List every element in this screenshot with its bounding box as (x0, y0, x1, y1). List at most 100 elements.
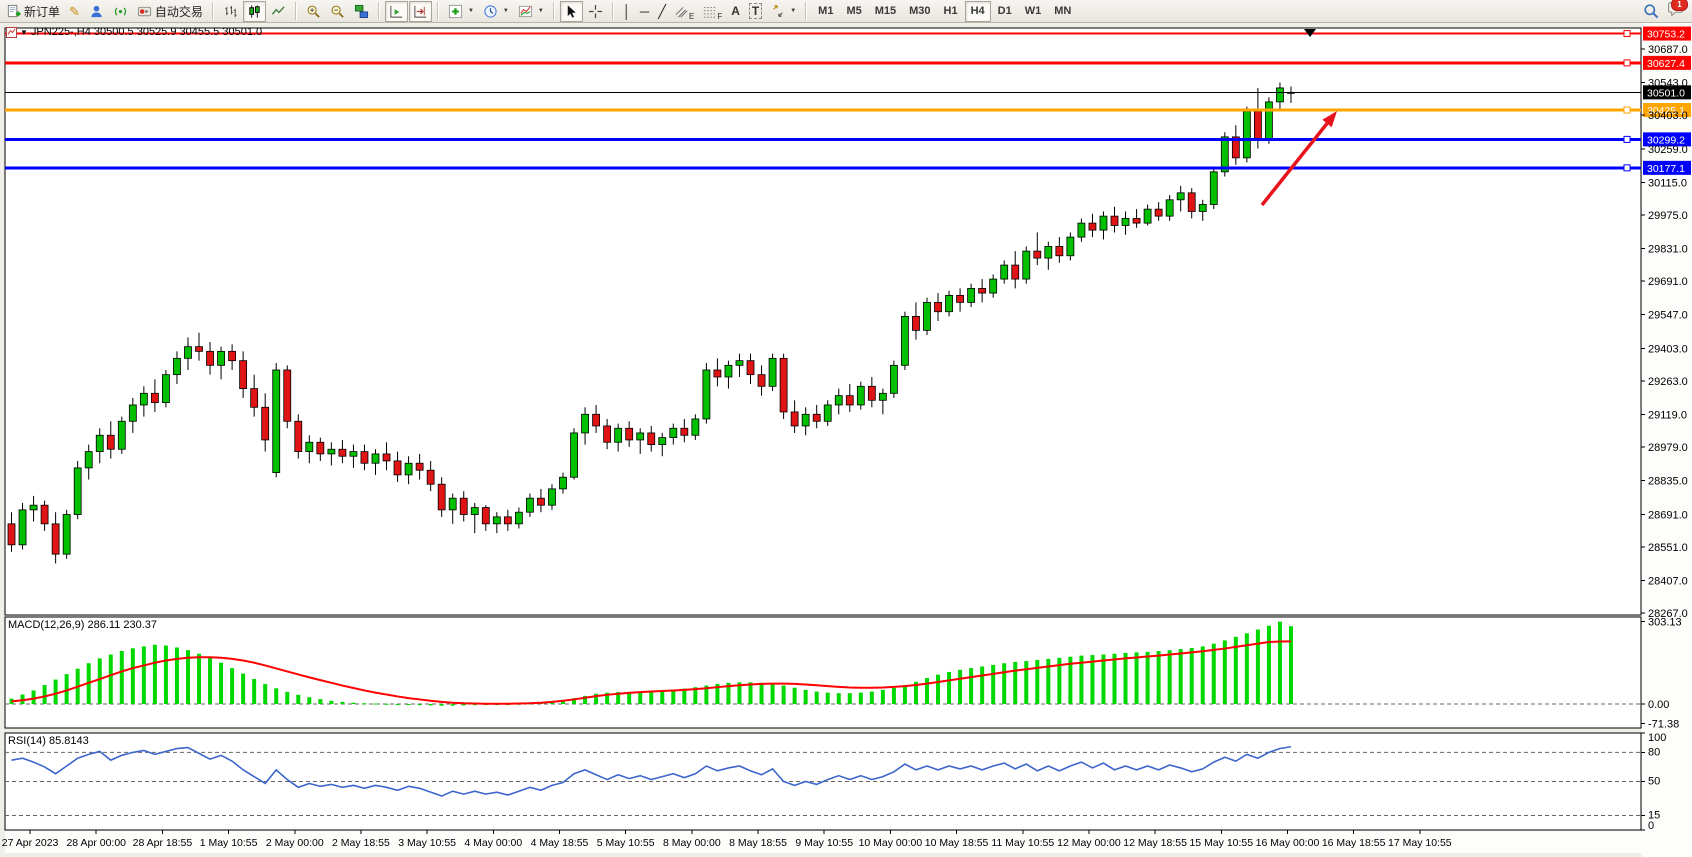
tab-timeframe-mn[interactable]: MN (1048, 1, 1077, 22)
candlestick (404, 462, 413, 476)
macd-histogram-bar (340, 701, 345, 705)
indicators-button[interactable]: ▼ (444, 1, 478, 22)
chart-shift-button[interactable] (408, 0, 432, 22)
line-handle[interactable] (1623, 30, 1631, 38)
auto-scroll-button[interactable] (384, 0, 408, 22)
macd-histogram-bar (373, 703, 378, 705)
search-button[interactable] (1639, 1, 1663, 22)
tab-timeframe-w1[interactable]: W1 (1019, 1, 1048, 22)
community-chat[interactable]: 1 (1667, 0, 1688, 22)
text-label-button[interactable]: T (745, 1, 766, 22)
macd-histogram-bar (572, 698, 577, 705)
candlestick (84, 451, 93, 469)
auto-trading-button[interactable]: 自动交易 (133, 1, 207, 22)
arrows-button[interactable]: ▼ (767, 1, 800, 22)
chart-mode-group (219, 0, 290, 22)
bar-chart-button[interactable] (219, 1, 242, 22)
horizontal-line-button[interactable]: ─ (636, 1, 653, 22)
macd-histogram-bar (1233, 636, 1238, 705)
candlestick-chart-button[interactable] (242, 0, 266, 22)
candlestick (1242, 110, 1251, 159)
candlestick (867, 385, 876, 401)
zoom-out-button[interactable] (326, 1, 349, 22)
candlestick (1198, 204, 1207, 212)
line-handle[interactable] (1623, 135, 1631, 143)
macd-histogram-bar (792, 687, 797, 705)
chart-window[interactable]: 30753.2 30627.4 30501.0 30425.1 30299.2 30177… (0, 23, 1692, 857)
crosshair-button[interactable] (584, 1, 607, 22)
horizontal-line-icon: ─ (639, 3, 650, 19)
chart-title: ▼ JPN225-,H4 30500.5 30525.9 30455.5 305… (6, 26, 262, 38)
arrow-annotation-head[interactable] (1322, 111, 1337, 128)
vertical-line-icon: │ (622, 3, 631, 19)
tab-timeframe-m5[interactable]: M5 (840, 1, 867, 22)
indicators-icon (448, 4, 462, 18)
tab-timeframe-m15[interactable]: M15 (869, 1, 902, 22)
tab-timeframe-m30[interactable]: M30 (903, 1, 936, 22)
date-tick-label: 8 May 00:00 (663, 837, 721, 849)
macd-histogram-bar (64, 674, 69, 705)
profiles-button[interactable] (85, 1, 108, 22)
tile-windows-button[interactable] (350, 1, 373, 22)
macd-histogram-bar (1277, 621, 1282, 705)
trendline-button[interactable]: ╱ (654, 1, 670, 22)
macd-histogram-bar (836, 693, 841, 705)
signal-button[interactable] (109, 1, 132, 22)
line-handle[interactable] (1623, 106, 1631, 114)
candlestick (128, 404, 137, 422)
macd-histogram-bar (649, 691, 654, 705)
chart-canvas[interactable]: 30753.2 30627.4 30501.0 30425.1 30299.2 30177… (0, 23, 1692, 857)
templates-button[interactable]: ▼ (514, 1, 548, 22)
time-axis-area[interactable] (5, 831, 1692, 853)
macd-histogram-bar (119, 651, 124, 705)
candlestick (448, 497, 457, 511)
cursor-button[interactable] (559, 0, 583, 22)
price-tick-label: 29403.0 (1648, 343, 1688, 355)
scroll-group (384, 0, 432, 22)
new-order-button[interactable]: 新订单 (2, 1, 64, 22)
fibonacci-icon (704, 6, 716, 18)
chart-shift-marker[interactable] (1304, 29, 1316, 37)
candlestick (492, 516, 501, 525)
chevron-down-icon: ▼ (537, 8, 544, 14)
tile-windows-icon (354, 4, 368, 18)
fibonacci-button[interactable]: F (699, 1, 726, 22)
arrow-annotation-shaft[interactable] (1260, 122, 1329, 207)
macd-panel[interactable] (4, 616, 1642, 729)
candlestick (95, 434, 104, 452)
one-click-trading-toggle[interactable]: ▼ (20, 27, 28, 37)
macd-histogram-bar (1101, 654, 1106, 705)
tab-timeframe-m1[interactable]: M1 (812, 1, 839, 22)
candlestick (305, 441, 314, 452)
line-handle[interactable] (1623, 59, 1631, 67)
vertical-line-button[interactable]: │ (619, 1, 635, 22)
candlestick (713, 369, 722, 378)
main-price-panel[interactable] (4, 27, 1642, 616)
line-handle[interactable] (1623, 164, 1631, 172)
macd-histogram-bar (208, 657, 213, 705)
chevron-down-icon: ▼ (467, 8, 474, 14)
equidistant-channel-button[interactable]: E (671, 1, 698, 22)
zoom-in-button[interactable] (302, 1, 325, 22)
date-tick-label: 12 May 18:55 (1123, 837, 1187, 849)
tab-timeframe-h1[interactable]: H1 (938, 1, 964, 22)
text-label-icon: T (748, 3, 763, 19)
metaeditor-button[interactable]: ✎ (65, 1, 84, 22)
tab-timeframe-d1[interactable]: D1 (992, 1, 1018, 22)
price-tick-label: 29975.0 (1648, 210, 1688, 222)
macd-histogram-bar (1156, 651, 1161, 705)
macd-histogram-bar (31, 690, 36, 705)
macd-histogram-bar (891, 687, 896, 705)
candlestick (779, 357, 788, 413)
macd-histogram-bar (1090, 655, 1095, 705)
candlestick (614, 427, 623, 443)
periods-button[interactable]: ▼ (479, 1, 513, 22)
candlestick (768, 357, 777, 387)
price-tick-label: 30403.0 (1648, 110, 1688, 122)
text-button[interactable]: A (727, 1, 744, 22)
candlestick (1209, 171, 1218, 205)
candlestick (426, 469, 435, 485)
tab-timeframe-h4[interactable]: H4 (964, 0, 991, 22)
line-chart-button[interactable] (267, 1, 290, 22)
macd-histogram-bar (53, 679, 58, 705)
